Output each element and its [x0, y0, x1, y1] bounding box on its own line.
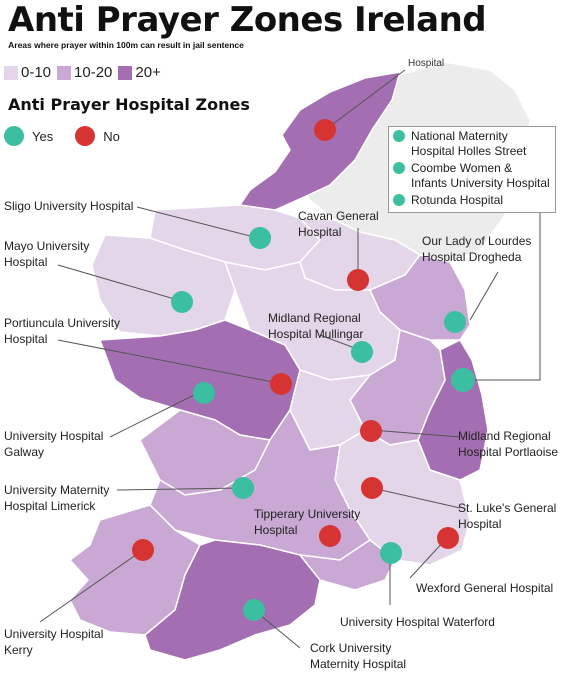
scale-item-high: 20+ — [118, 64, 161, 81]
label-line: University Hospital — [4, 627, 104, 641]
no-hospital-marker — [314, 119, 336, 141]
dublin-hospital-label: Coombe Women & Infants University Hospit… — [411, 161, 550, 190]
yes-hospital-marker — [249, 227, 271, 249]
label-kerry: University Hospital Kerry — [4, 626, 103, 658]
label-line: University Hospital — [4, 429, 104, 443]
label-sligo: Sligo University Hospital — [4, 199, 134, 213]
label-line: Hospital Portlaoise — [458, 445, 559, 459]
dublin-hospital-item: Rotunda Hospital — [393, 193, 551, 208]
label-line: Tipperary University — [254, 507, 361, 521]
label-line: Kerry — [4, 643, 33, 657]
label-mayo: Mayo University Hospital — [4, 238, 89, 270]
page-title: Anti Prayer Zones Ireland — [8, 0, 487, 40]
donegal-label-cutoff: Hospital — [408, 58, 445, 69]
yes-hospital-marker — [451, 368, 475, 392]
label-cavan: Cavan General Hospital — [298, 208, 379, 240]
label-mullingar: Midland Regional Hospital Mullingar — [268, 310, 363, 342]
scale-label-mid: 10-20 — [74, 64, 113, 81]
yes-label: Yes — [32, 128, 54, 144]
label-line: Hospital Limerick — [4, 499, 96, 513]
yes-hospital-marker — [243, 599, 265, 621]
no-hospital-marker — [360, 420, 382, 442]
label-tipperary: Tipperary University Hospital — [254, 506, 360, 538]
zones-heading: Anti Prayer Hospital Zones — [8, 95, 250, 114]
dublin-hospital-label: Rotunda Hospital — [411, 193, 504, 207]
no-label: No — [103, 128, 120, 144]
label-galway: University Hospital Galway — [4, 428, 103, 460]
scale-swatch-high — [118, 65, 133, 80]
dublin-hospital-label: National Maternity Hospital Holles Stree… — [411, 129, 527, 158]
label-line: University Maternity — [4, 483, 110, 497]
label-line: Cavan General — [298, 209, 379, 223]
scale-label-high: 20+ — [135, 64, 161, 81]
dublin-hospital-item: Coombe Women & Infants University Hospit… — [393, 161, 551, 191]
label-line: Midland Regional — [458, 429, 551, 443]
dublin-hospital-item: National Maternity Hospital Holles Stree… — [393, 129, 551, 159]
density-scale-legend: 0-10 10-20 20+ — [4, 64, 161, 81]
no-hospital-marker — [319, 525, 341, 547]
yes-hospital-marker — [380, 542, 402, 564]
label-portiuncula: Portiuncula University Hospital — [4, 315, 120, 347]
label-line: Hospital — [4, 332, 48, 346]
label-line: Hospital — [4, 255, 48, 269]
label-line: Midland Regional — [268, 311, 361, 325]
dublin-hospitals-box: National Maternity Hospital Holles Stree… — [388, 126, 556, 213]
scale-label-low: 0-10 — [21, 64, 52, 81]
yes-hospital-marker — [444, 311, 466, 333]
county-cork — [144, 539, 321, 661]
scale-item-mid: 10-20 — [57, 64, 112, 81]
yes-hospital-marker — [193, 382, 215, 404]
no-hospital-marker — [437, 527, 459, 549]
label-line: Hospital Drogheda — [422, 250, 522, 264]
no-hospital-marker — [132, 539, 154, 561]
yes-marker-icon — [393, 162, 405, 174]
label-cork: Cork University Maternity Hospital — [310, 640, 406, 672]
label-line: Hospital — [458, 517, 502, 531]
scale-swatch-mid — [57, 65, 72, 80]
yes-hospital-marker — [351, 341, 373, 363]
label-line: St. Luke's General — [458, 501, 557, 515]
yes-no-legend: Yes No — [4, 126, 120, 146]
county-donegal — [238, 71, 402, 216]
yes-marker-icon — [393, 194, 405, 206]
label-limerick: University Maternity Hospital Limerick — [4, 482, 109, 514]
label-waterford: University Hospital Waterford — [340, 615, 495, 629]
county-limerick-tipperary — [149, 408, 372, 561]
map-subtitle: Areas where prayer within 100m can resul… — [8, 40, 244, 50]
label-line: Hospital — [298, 225, 342, 239]
county-kerry — [68, 504, 201, 636]
scale-swatch-low — [4, 65, 18, 80]
label-drogheda: Our Lady of Lourdes Hospital Drogheda — [422, 233, 531, 265]
yes-hospital-marker — [171, 291, 193, 313]
label-line: Cork University — [310, 641, 392, 655]
no-hospital-marker — [270, 373, 292, 395]
label-stlukes: St. Luke's General Hospital — [458, 500, 556, 532]
no-hospital-marker — [361, 477, 383, 499]
yes-marker-icon — [4, 126, 24, 146]
no-marker-icon — [75, 126, 96, 146]
hospital-markers — [132, 119, 475, 621]
no-hospital-marker — [347, 269, 369, 291]
label-line: Our Lady of Lourdes — [422, 234, 532, 248]
label-line: Galway — [4, 445, 45, 459]
label-line: Mayo University — [4, 239, 90, 253]
label-line: Hospital Mullingar — [268, 327, 364, 341]
label-portlaoise: Midland Regional Hospital Portlaoise — [458, 428, 558, 460]
label-line: Portiuncula University — [4, 316, 121, 330]
label-line: Hospital — [254, 523, 298, 537]
label-line: Maternity Hospital — [310, 657, 407, 671]
scale-item-low: 0-10 — [4, 64, 51, 81]
label-wexford: Wexford General Hospital — [416, 581, 554, 595]
yes-marker-icon — [393, 130, 405, 142]
yes-hospital-marker — [232, 477, 254, 499]
